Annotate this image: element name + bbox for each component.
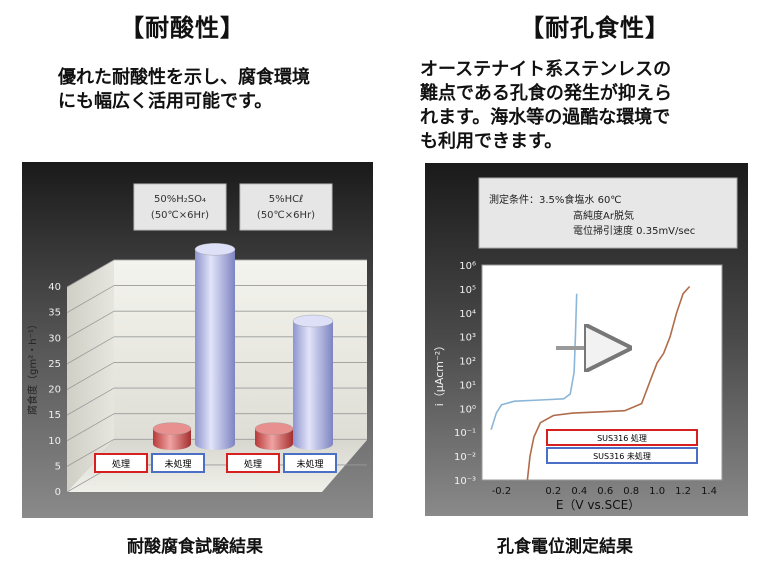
- legend-text: SUS316 未処理: [593, 451, 651, 461]
- x-axis-label: E（V vs.SCE）: [556, 498, 640, 512]
- label-untreated-2: 未処理: [283, 453, 337, 473]
- acid-corrosion-chart: 0 5 10 15 20 25 30 35 40 腐食度（gm²・h⁻¹） 50%H₂SO₄ (…: [22, 162, 373, 518]
- y-tick-label: 25: [48, 359, 61, 370]
- legend-text: SUS316 処理: [597, 433, 647, 443]
- y-axis-ticks: 10⁶ 10⁵ 10⁴ 10³ 10² 10¹ 10⁰ 10⁻¹ 10⁻² 10⁻³: [454, 261, 476, 487]
- x-tick-label: 0.2: [545, 486, 561, 497]
- condition-line: (50℃×6Hr): [257, 210, 315, 221]
- series-line-treated: [526, 285, 691, 481]
- y-tick-label: 35: [48, 308, 61, 319]
- label-text: 未処理: [296, 458, 323, 470]
- condition-line: 高純度Ar脱気: [573, 209, 634, 222]
- y-tick-label: 0: [55, 487, 61, 498]
- x-tick-label: -0.2: [492, 486, 512, 497]
- gridline: [66, 285, 115, 313]
- x-axis-ticks: -0.2 0.2 0.4 0.6 0.8 1.0 1.2 1.4: [492, 486, 717, 497]
- y-tick-label: 10²: [459, 357, 476, 368]
- y-axis-ticks: 0 5 10 15 20 25 30 35 40: [48, 282, 61, 498]
- condition-line: 電位掃引速度 0.35mV/sec: [573, 224, 695, 237]
- x-tick-label: 1.0: [649, 486, 665, 497]
- y-tick-label: 15: [48, 410, 61, 421]
- label-text: 処理: [112, 458, 130, 470]
- x-tick-label: 1.2: [675, 486, 691, 497]
- condition-box-h2so4: 50%H₂SO₄ (50℃×6Hr): [133, 183, 227, 231]
- bar-h2so4-treated: [152, 422, 192, 450]
- acid-description-line: にも幅広く活用可能です。: [58, 91, 273, 112]
- y-tick-label: 40: [48, 282, 61, 293]
- gridline: [66, 310, 115, 339]
- gridline: [66, 387, 115, 416]
- acid-resistance-heading: 【耐酸性】: [120, 13, 245, 42]
- y-tick-label: 10³: [459, 333, 476, 344]
- y-tick-label: 10⁶: [459, 261, 476, 272]
- y-tick-label: 10: [48, 436, 61, 447]
- x-tick-label: 1.4: [701, 486, 717, 497]
- measurement-conditions-box: 測定条件：3.5%食塩水 60℃ 高純度Ar脱気 電位掃引速度 0.35mV/s…: [478, 177, 738, 249]
- gridline: [66, 413, 115, 442]
- acid-caption: 耐酸腐食試験結果: [127, 537, 263, 557]
- acid-description-line: 優れた耐酸性を示し、腐食環境: [58, 67, 310, 88]
- label-untreated-1: 未処理: [151, 453, 205, 473]
- label-treated-2: 処理: [226, 453, 280, 473]
- acid-description: 優れた耐酸性を示し、腐食環境 にも幅広く活用可能です。: [58, 66, 358, 114]
- y-tick-label: 20: [48, 385, 61, 396]
- bars: [152, 243, 334, 450]
- bar-hcl-untreated: [292, 314, 334, 450]
- y-tick-label: 10¹: [459, 380, 476, 391]
- legend-untreated: SUS316 未処理: [546, 447, 698, 464]
- y-tick-label: 5: [55, 461, 61, 472]
- y-axis-label: i（μAcm⁻²）: [433, 340, 446, 406]
- series-lines: [490, 285, 691, 481]
- pitting-resistance-heading: 【耐孔食性】: [520, 13, 670, 42]
- label-text: 未処理: [164, 458, 191, 470]
- y-tick-label: 10⁻³: [454, 476, 476, 487]
- y-tick-label: 10⁰: [459, 404, 476, 415]
- condition-line: 5%HCℓ: [269, 194, 304, 205]
- y-tick-label: 10⁵: [459, 285, 476, 296]
- y-tick-label: 30: [48, 333, 61, 344]
- x-tick-label: 0.4: [571, 486, 587, 497]
- bar-hcl-treated: [254, 422, 294, 450]
- y-tick-label: 10⁻²: [454, 452, 476, 463]
- gridline: [66, 438, 115, 467]
- condition-line: (50℃×6Hr): [151, 210, 209, 221]
- pitting-caption: 孔食電位測定結果: [497, 537, 633, 557]
- x-tick-label: 0.8: [623, 486, 639, 497]
- y-axis-label: 腐食度（gm²・h⁻¹）: [26, 319, 39, 415]
- condition-box-hcl: 5%HCℓ (50℃×6Hr): [239, 183, 333, 231]
- legend-treated: SUS316 処理: [546, 429, 698, 446]
- pitting-description-line: オーステナイト系ステンレスの: [420, 59, 672, 80]
- gridline: [66, 336, 115, 365]
- pitting-description-line: も利用できます。: [420, 131, 563, 152]
- x-tick-label: 0.6: [597, 486, 613, 497]
- label-treated-1: 処理: [94, 453, 148, 473]
- condition-line: 測定条件：3.5%食塩水 60℃: [489, 193, 622, 206]
- series-line-untreated: [490, 293, 578, 431]
- pitting-description-line: 難点である孔食の発生が抑えら: [420, 83, 672, 104]
- pitting-description-line: れます。海水等の過酷な環境で: [420, 107, 671, 128]
- gridline: [66, 259, 115, 288]
- y-tick-label: 10⁴: [459, 309, 476, 320]
- pitting-description: オーステナイト系ステンレスの 難点である孔食の発生が抑えら れます。海水等の過酷…: [420, 58, 755, 154]
- label-text: 処理: [244, 458, 262, 470]
- pitting-potential-chart: 測定条件：3.5%食塩水 60℃ 高純度Ar脱気 電位掃引速度 0.35mV/s…: [425, 163, 748, 516]
- condition-line: 50%H₂SO₄: [154, 194, 206, 205]
- y-tick-label: 10⁻¹: [454, 428, 476, 439]
- bar-h2so4-untreated: [194, 243, 236, 450]
- gridline: [66, 362, 115, 390]
